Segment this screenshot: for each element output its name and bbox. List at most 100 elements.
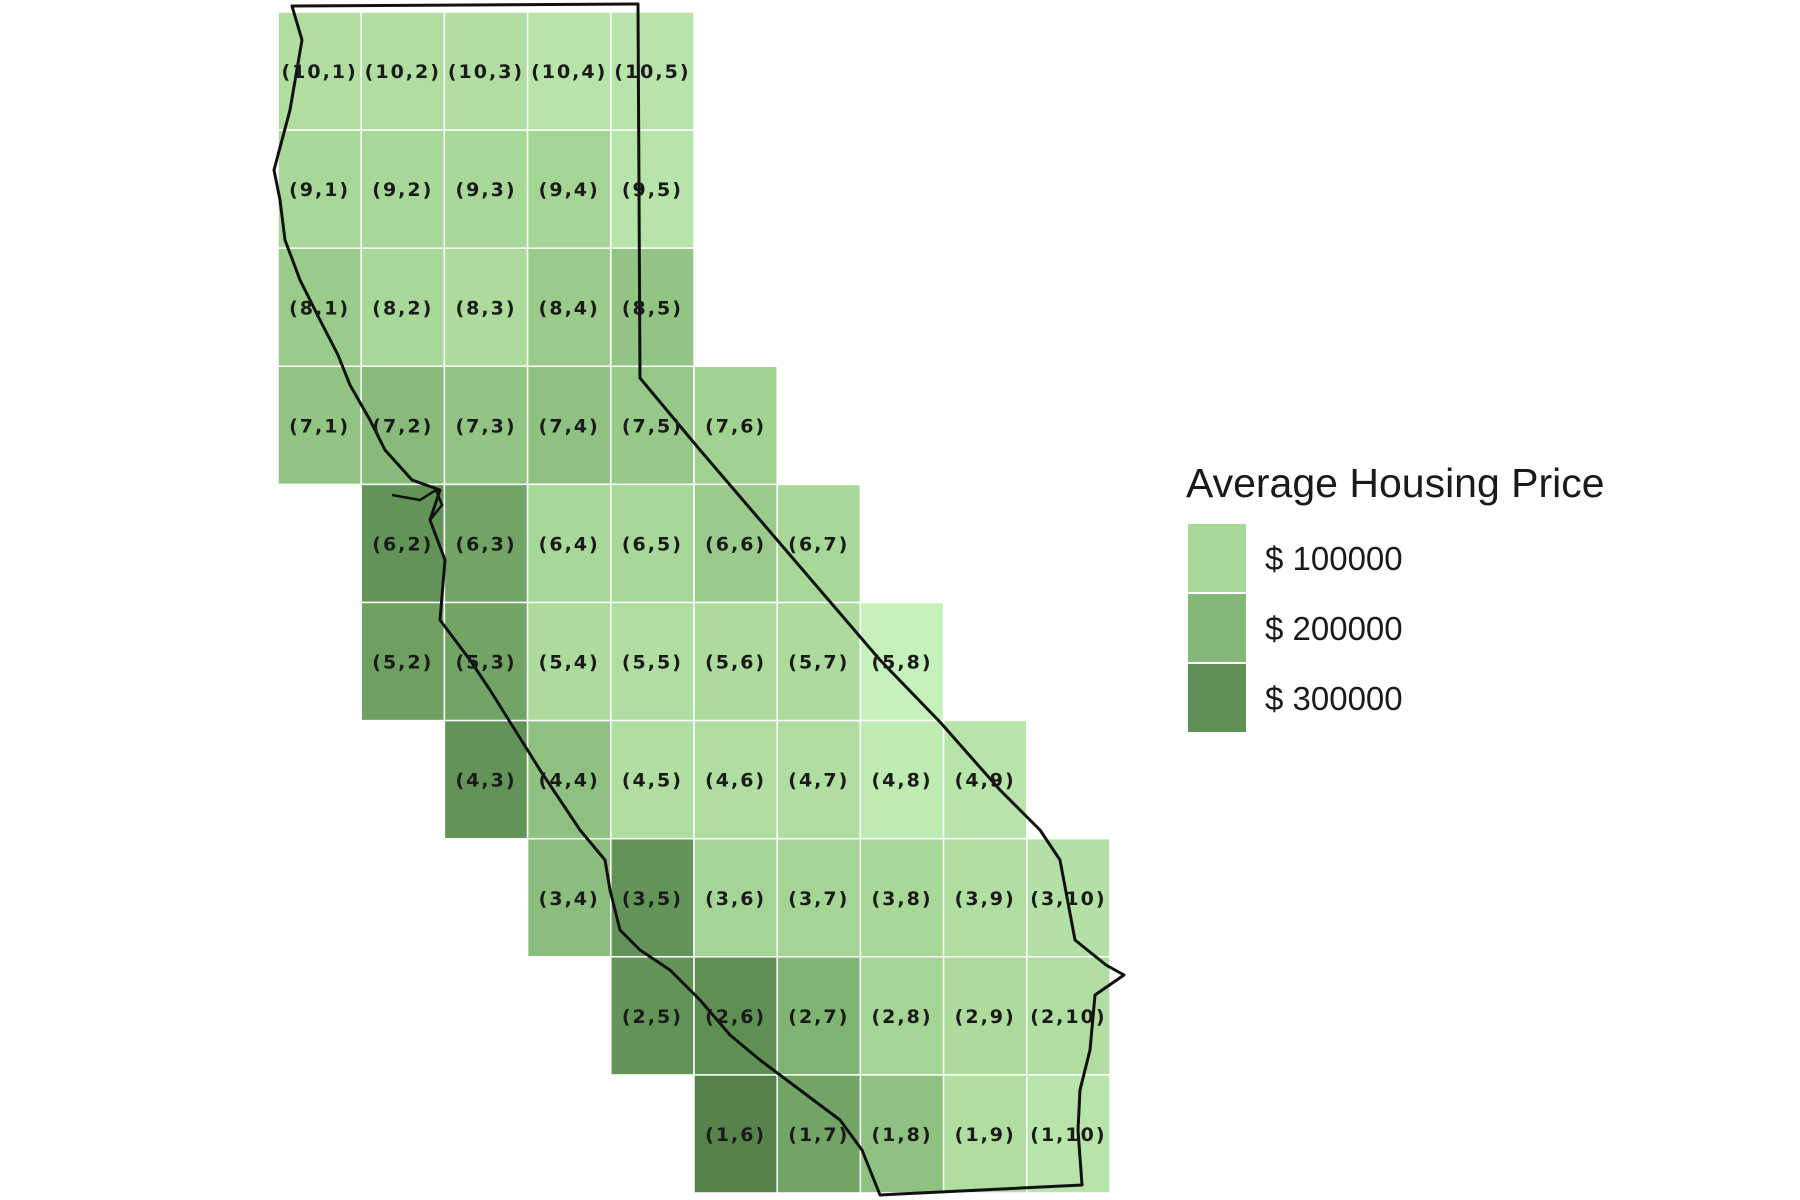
cell-label: (10,4) (531, 61, 607, 83)
cell-label: (4,3) (455, 770, 516, 792)
grid-cell (360, 247, 446, 368)
cell-label: (9,5) (622, 179, 683, 201)
grid-cell (610, 247, 695, 368)
cell-label: (5,8) (871, 652, 932, 674)
legend-swatch (1188, 524, 1246, 592)
cell-label: (5,4) (539, 652, 600, 674)
cell-label: (7,4) (539, 415, 600, 437)
cell-label: (4,9) (955, 770, 1016, 792)
grid-cell (610, 719, 695, 840)
cell-label: (6,6) (705, 533, 766, 555)
grid-cell (610, 956, 695, 1076)
cell-label: (7,2) (372, 415, 433, 437)
bay-outline (391, 488, 444, 521)
grid-cell (1026, 1074, 1111, 1194)
legend-label: $ 300000 (1265, 680, 1403, 717)
grid-cell (610, 483, 695, 604)
cell-label: (5,2) (372, 652, 433, 674)
cell-label: (2,8) (871, 1006, 932, 1028)
grid-cell (526, 11, 612, 131)
cell-label: (9,3) (455, 179, 516, 201)
legend: Average Housing Price $ 100000$ 200000$ … (1186, 460, 1605, 732)
grid-cell (693, 365, 778, 486)
grid-cell (526, 365, 612, 486)
cell-label: (6,5) (622, 533, 683, 555)
cell-label: (4,8) (871, 770, 932, 792)
grid-cell (942, 1074, 1028, 1194)
cell-label: (1,8) (871, 1124, 932, 1146)
cell-label: (9,2) (372, 179, 433, 201)
cell-labels: (10,1) (10,2) (10,3) (10,4) (10,5) (9,1) (9,2)… (281, 61, 1106, 1146)
grid-cell (443, 365, 529, 486)
cell-label: (6,3) (455, 533, 516, 555)
grid-cell (443, 483, 529, 604)
cell-label: (8,3) (455, 297, 516, 319)
grid-cell (1026, 956, 1111, 1076)
grid-cell (360, 483, 446, 604)
state-outline-path (272, 2, 1126, 1197)
grid-cell (360, 11, 446, 131)
cell-label: (3,9) (955, 888, 1016, 910)
grid-cell (942, 837, 1028, 958)
legend-swatch (1188, 594, 1246, 662)
grid-cell (443, 11, 529, 131)
grid-cell (526, 719, 612, 840)
cell-label: (8,2) (372, 297, 433, 319)
cell-label: (6,4) (539, 533, 600, 555)
grid-cell (526, 247, 612, 368)
grid-cell (942, 956, 1028, 1076)
cell-label: (1,6) (705, 1124, 766, 1146)
legend-entries: $ 100000 $ 200000 $ 300000 (1188, 524, 1403, 732)
cell-label: (5,7) (788, 652, 849, 674)
cell-label: (2,9) (955, 1006, 1016, 1028)
cell-label: (10,3) (448, 61, 524, 83)
grid-cell (277, 365, 362, 486)
cell-label: (4,4) (539, 770, 600, 792)
legend-label: $ 200000 (1265, 610, 1403, 647)
grid-cell (776, 719, 862, 840)
cell-label: (7,3) (455, 415, 516, 437)
grid-cell (443, 129, 529, 249)
cell-label: (3,8) (871, 888, 932, 910)
cell-label: (7,1) (289, 415, 350, 437)
cell-label: (3,6) (705, 888, 766, 910)
cell-label: (10,1) (281, 61, 357, 83)
grid-cell (610, 129, 695, 249)
legend-title: Average Housing Price (1186, 460, 1605, 506)
cell-label: (7,6) (705, 415, 766, 437)
cell-label: (1,10) (1030, 1124, 1106, 1146)
grid-cell (693, 1074, 778, 1194)
cell-label: (4,7) (788, 770, 849, 792)
cell-label: (4,6) (705, 770, 766, 792)
cell-label: (5,6) (705, 652, 766, 674)
cell-label: (6,2) (372, 533, 433, 555)
cell-label: (8,4) (539, 297, 600, 319)
grid-cell (859, 837, 945, 958)
grid-cell (443, 601, 529, 722)
cell-label: (2,7) (788, 1006, 849, 1028)
grid-cell (776, 483, 862, 604)
grid-cells (277, 11, 1111, 1194)
grid-cell (776, 1074, 862, 1194)
cell-label: (10,2) (365, 61, 441, 83)
cell-label: (9,1) (289, 179, 350, 201)
cell-label: (8,5) (622, 297, 683, 319)
cell-label: (2,6) (705, 1006, 766, 1028)
cell-label: (8,1) (289, 297, 350, 319)
state-outline (272, 2, 1126, 1197)
cell-label: (2,10) (1030, 1006, 1106, 1028)
grid-cell (360, 601, 446, 722)
grid-cell (360, 365, 446, 486)
cell-label: (6,7) (788, 533, 849, 555)
cell-label: (10,5) (614, 61, 690, 83)
cell-label: (3,10) (1030, 888, 1106, 910)
grid-cell (277, 11, 362, 131)
grid-cell (693, 719, 778, 840)
grid-cell (610, 837, 695, 958)
cell-label: (3,4) (539, 888, 600, 910)
grid-cell (859, 719, 945, 840)
cell-label: (1,9) (955, 1124, 1016, 1146)
cell-label: (3,7) (788, 888, 849, 910)
cell-label: (2,5) (622, 1006, 683, 1028)
